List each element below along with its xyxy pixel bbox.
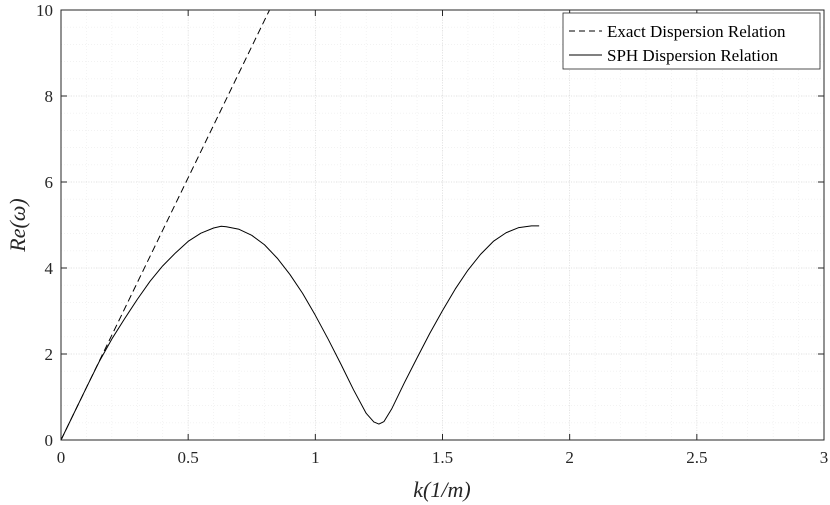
legend-label-sph: SPH Dispersion Relation	[607, 46, 778, 65]
x-axis-label: k(1/m)	[413, 477, 470, 502]
plot-lines	[60, 9, 540, 441]
y-tick-labels: 0 2 4 6 8 10	[36, 1, 54, 450]
x-tick-label: 2.5	[686, 448, 707, 467]
axis-ticks	[60, 9, 825, 441]
x-tick-label: 1	[311, 448, 320, 467]
x-tick-label: 2	[565, 448, 574, 467]
x-tick-label: 1.5	[432, 448, 453, 467]
grid-major	[60, 9, 825, 441]
y-tick-label: 6	[45, 173, 54, 192]
y-tick-label: 0	[45, 431, 54, 450]
y-axis-label: Re(ω)	[5, 198, 30, 252]
x-tick-label: 3	[820, 448, 829, 467]
legend: Exact Dispersion Relation SPH Dispersion…	[562, 12, 821, 70]
series-line-sph	[60, 225, 540, 441]
legend-label-exact: Exact Dispersion Relation	[607, 22, 786, 41]
x-tick-label: 0	[57, 448, 66, 467]
y-tick-label: 2	[45, 345, 54, 364]
x-tick-label: 0.5	[178, 448, 199, 467]
y-tick-label: 4	[45, 259, 54, 278]
legend-box	[562, 12, 821, 70]
y-tick-label: 8	[45, 87, 54, 106]
x-tick-labels: 0 0.5 1 1.5 2 2.5 3	[57, 448, 829, 467]
y-tick-label: 10	[36, 1, 53, 20]
